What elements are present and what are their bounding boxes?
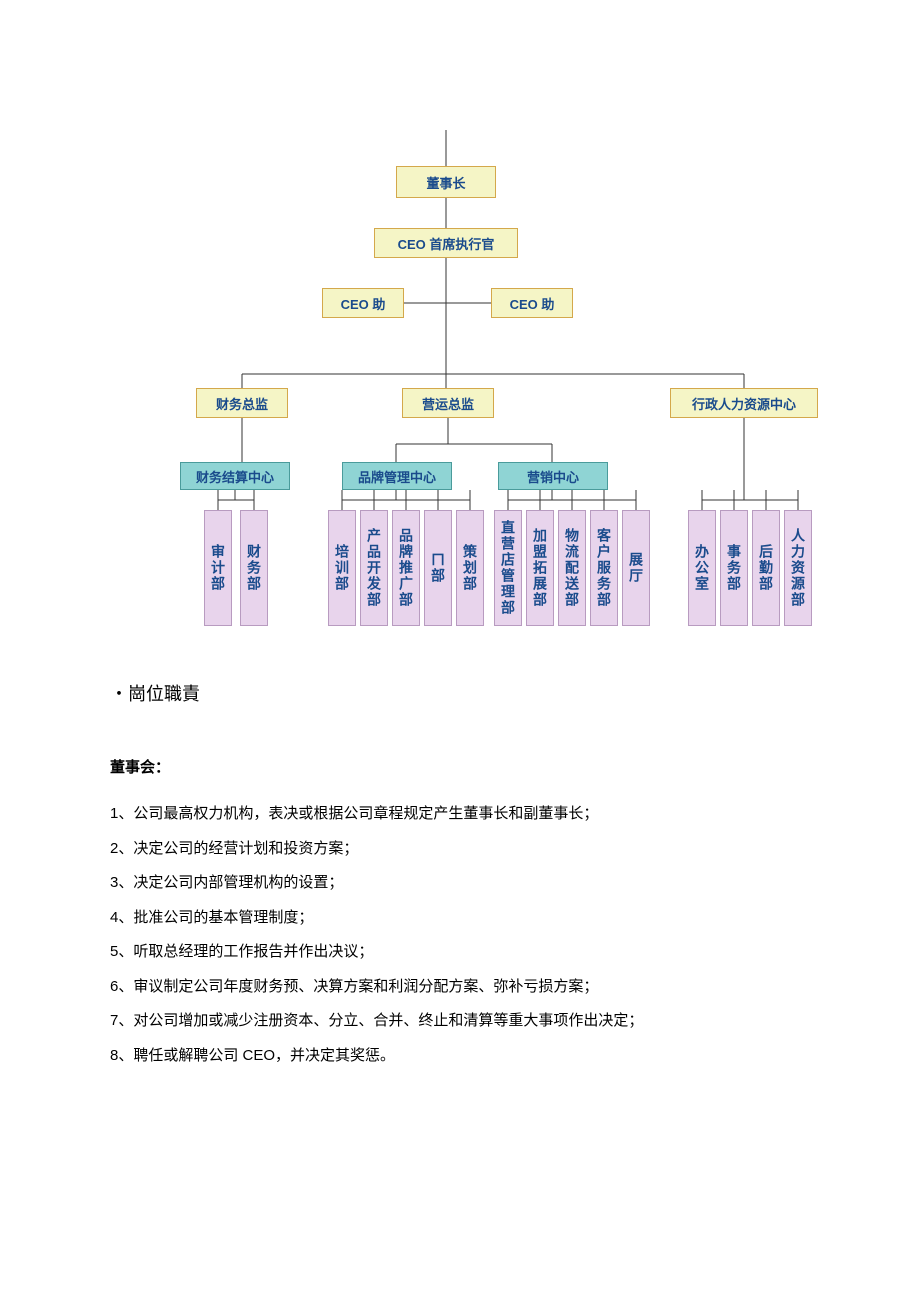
org-node-fin_settle: 财务结算中心: [180, 462, 290, 490]
sub-heading: 董事会：: [110, 756, 810, 777]
list-item: 7、对公司增加或减少注册资本、分立、合并、终止和清算等重大事项作出决定；: [110, 1004, 810, 1039]
org-node-op_dir: 营运总监: [402, 388, 494, 418]
org-node-brand_mgmt: 品牌管理中心: [342, 462, 452, 490]
org-node-planning: 策划部: [456, 510, 484, 626]
org-node-support: 后勤部: [752, 510, 780, 626]
list-item: 1、公司最高权力机构，表决或根据公司章程规定产生董事长和副董事长；: [110, 797, 810, 832]
list-item: 4、批准公司的基本管理制度；: [110, 901, 810, 936]
org-node-hr_center: 行政人力资源中心: [670, 388, 818, 418]
org-node-sales_ctr: 营销中心: [498, 462, 608, 490]
list-item: 6、审议制定公司年度财务预、决算方案和利润分配方案、弥补亏损方案；: [110, 970, 810, 1005]
org-node-chairman: 董事长: [396, 166, 496, 198]
org-node-custsvc: 客户服务部: [590, 510, 618, 626]
org-node-ceo_asst_l: CEO 助: [322, 288, 404, 318]
section-heading: ・崗位職責: [110, 680, 810, 706]
org-node-fin_dir: 财务总监: [196, 388, 288, 418]
org-node-logistics: 物流配送部: [558, 510, 586, 626]
list-item: 3、决定公司内部管理机构的设置；: [110, 866, 810, 901]
org-node-hr_dept: 人力资源部: [784, 510, 812, 626]
org-node-audit: 审计部: [204, 510, 232, 626]
org-node-brand_prom: 品牌推广部: [392, 510, 420, 626]
list-item: 5、听取总经理的工作报告并作出决议；: [110, 935, 810, 970]
org-node-affairs: 事务部: [720, 510, 748, 626]
org-node-office: 办公室: [688, 510, 716, 626]
org-node-finance: 财务部: [240, 510, 268, 626]
responsibility-list: 1、公司最高权力机构，表决或根据公司章程规定产生董事长和副董事长；2、决定公司的…: [110, 797, 810, 1073]
org-node-training: 培训部: [328, 510, 356, 626]
org-chart: 董事长 CEO 首席执行官 CEO 助 CEO 助财务总监 营运总监 行政人力资源中心财务…: [0, 0, 920, 640]
org-node-ceo_asst_r: CEO 助: [491, 288, 573, 318]
content-section: ・崗位職責 董事会： 1、公司最高权力机构，表决或根据公司章程规定产生董事长和副…: [0, 640, 920, 1133]
org-node-it: ㄇ部: [424, 510, 452, 626]
list-item: 8、聘任或解聘公司 CEO，并决定其奖惩。: [110, 1039, 810, 1074]
org-node-product: 产品开发部: [360, 510, 388, 626]
org-node-franchise: 加盟拓展部: [526, 510, 554, 626]
org-node-showroom: 展厅: [622, 510, 650, 626]
org-node-direct: 直营店管理部: [494, 510, 522, 626]
list-item: 2、决定公司的经营计划和投资方案；: [110, 832, 810, 867]
org-node-ceo: CEO 首席执行官: [374, 228, 518, 258]
